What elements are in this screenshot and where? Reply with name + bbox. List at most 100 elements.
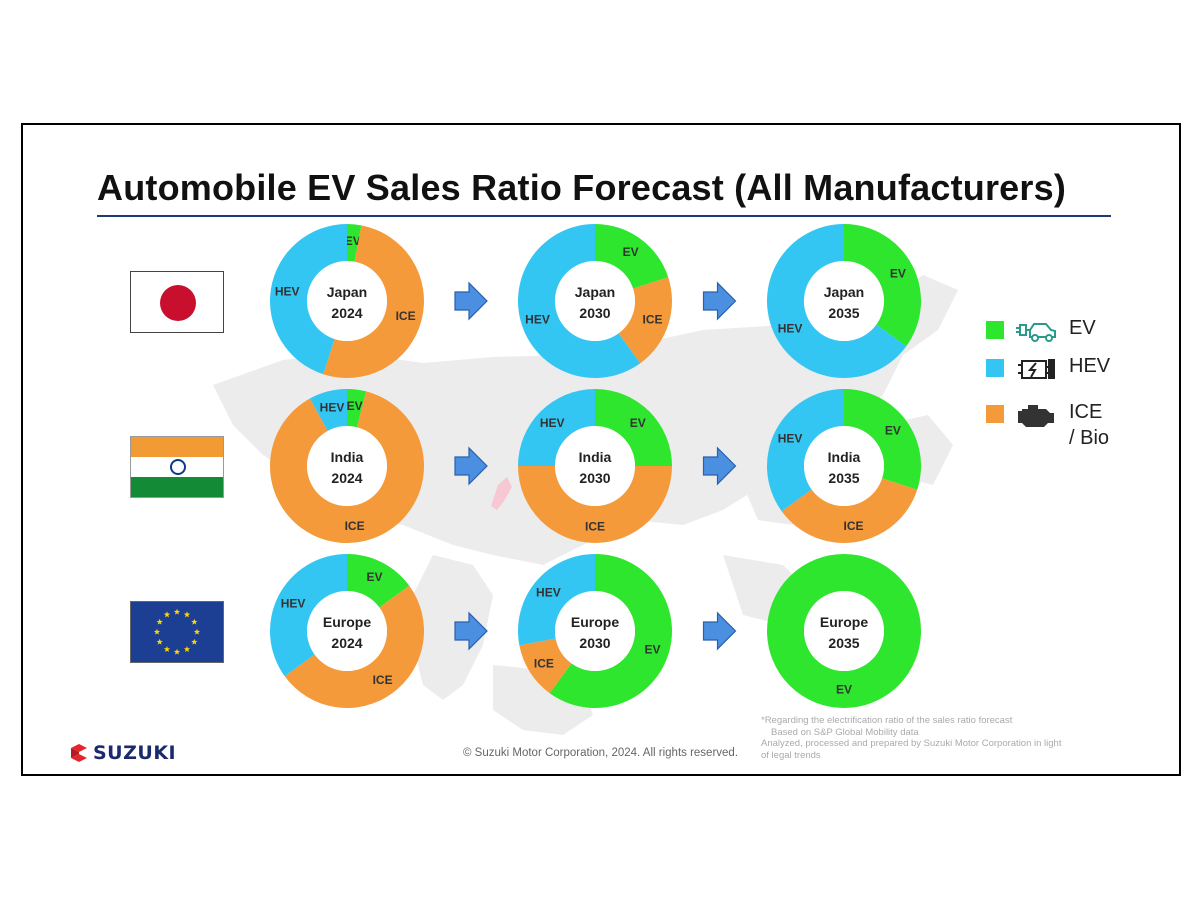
donut-segment-hev (517, 224, 641, 378)
donut-center-region: Europe (323, 614, 371, 630)
donut-chart-europe-2024: EV ICE HEV Europe 2024 (270, 554, 424, 708)
donut-segment-ev (767, 554, 921, 708)
legend-item-hev: HEV (986, 353, 1156, 393)
right-arrow-icon (454, 281, 488, 321)
eu-star (156, 638, 163, 645)
donut-chart-japan-2035: EV HEV Japan 2035 (766, 224, 921, 378)
donut-segment-ev (347, 389, 367, 428)
right-arrow-icon (702, 611, 737, 651)
japan-flag-disc (160, 285, 196, 321)
donut-center (555, 261, 635, 341)
donut-label-ice: ICE (642, 313, 662, 327)
eu-star (173, 608, 181, 615)
donut-chart-india-2035: EV ICE HEV India 2035 (767, 389, 921, 543)
donut-label-ev: EV (885, 423, 901, 437)
donut-segment-hev (269, 224, 347, 375)
donut-segment-hev (518, 554, 595, 646)
donut-segment-ev (347, 554, 410, 608)
legend-swatch-ice (986, 405, 1004, 423)
right-arrow-icon (454, 611, 488, 651)
india-flag-green-band (131, 477, 223, 497)
india-flag-icon (130, 436, 224, 498)
donut-center-region: Japan (824, 284, 864, 300)
legend-label-hev: HEV (1069, 355, 1111, 377)
donut-center-region: Japan (327, 284, 367, 300)
donut-chart-japan-2024: EV ICE HEV Japan 2024 (269, 224, 424, 378)
donut-label-hev: HEV (275, 285, 300, 299)
donut-center-region: India (579, 449, 612, 465)
eu-star (191, 618, 198, 625)
right-arrow-icon (454, 446, 488, 486)
donut-label-ev: EV (345, 234, 361, 248)
eu-stars-icon (153, 608, 201, 655)
eu-star (183, 646, 191, 652)
donut-label-ice: ICE (843, 519, 863, 533)
donut-label-hev: HEV (778, 322, 803, 336)
eu-star (153, 628, 161, 635)
donut-label-ice: ICE (585, 520, 605, 534)
donut-label-hev: HEV (540, 416, 565, 430)
legend-swatch-ev (986, 321, 1004, 339)
legend-label-ev: EV (1069, 317, 1096, 339)
donut-center-year: 2030 (579, 305, 610, 321)
donut-segment-ice (323, 225, 424, 378)
donut-center-region: India (331, 449, 364, 465)
donut-segment-ev (595, 389, 672, 466)
donut-center-year: 2035 (828, 635, 859, 651)
donut-center-region: Japan (575, 284, 615, 300)
donut-segment-ice (269, 391, 424, 543)
eu-star (183, 611, 191, 618)
suzuki-logo-text: SUZUKI (93, 742, 177, 764)
donut-label-ice: ICE (373, 673, 393, 687)
donut-center (307, 591, 387, 671)
donut-label-ev: EV (623, 245, 639, 259)
japan-flag-icon (130, 271, 224, 333)
donut-center-year: 2024 (331, 635, 362, 651)
donut-segment-ev (844, 224, 921, 347)
donut-center (307, 426, 387, 506)
donut-center (804, 591, 884, 671)
donut-label-ev: EV (644, 643, 660, 657)
donut-center-year: 2030 (579, 470, 610, 486)
donut-chart-india-2030: EV ICE HEV India 2030 (518, 389, 672, 543)
hybrid-engine-icon (1018, 359, 1055, 379)
donut-label-ev: EV (836, 683, 852, 697)
eu-star (173, 648, 181, 655)
donut-label-hev: HEV (778, 432, 803, 446)
donut-label-ev: EV (347, 399, 363, 413)
eu-star (193, 628, 201, 635)
legend-item-ev: EV (986, 315, 1156, 355)
donut-label-ev: EV (890, 267, 906, 281)
donut-segment-hev (270, 554, 347, 677)
donut-label-ice: ICE (396, 309, 416, 323)
engine-icon (1018, 405, 1054, 427)
donut-label-ev: EV (366, 570, 382, 584)
donut-center-year: 2035 (828, 305, 859, 321)
donut-chart-japan-2030: EV ICE HEV Japan 2030 (517, 224, 672, 378)
donut-center-year: 2030 (579, 635, 610, 651)
donut-segment-hev (767, 389, 844, 512)
donut-center (307, 261, 387, 341)
footnote-line: Based on S&P Global Mobility data (771, 726, 919, 738)
copyright-notice: © Suzuki Motor Corporation, 2024. All ri… (463, 747, 739, 759)
donut-segment-ev (595, 224, 669, 289)
donut-center-year: 2024 (331, 305, 362, 321)
donut-center-region: India (828, 449, 861, 465)
donut-center (804, 261, 884, 341)
donut-center (804, 426, 884, 506)
title-underline (97, 215, 1111, 217)
donut-center (555, 591, 635, 671)
donut-segment-ice (618, 277, 672, 364)
donut-center-region: Europe (571, 614, 619, 630)
footnote-line: *Regarding the electrification ratio of … (761, 715, 1013, 726)
right-arrow-icon (702, 281, 737, 321)
donut-segment-ev (347, 224, 362, 262)
donut-label-hev: HEV (281, 597, 306, 611)
india-flag-chakra-icon (170, 459, 186, 475)
donut-chart-europe-2030: EV ICE HEV Europe 2030 (518, 554, 673, 708)
donut-segment-ev (844, 389, 921, 490)
donut-label-ice: ICE (534, 656, 554, 670)
donut-label-hev: HEV (320, 400, 345, 414)
eu-star (163, 646, 171, 652)
